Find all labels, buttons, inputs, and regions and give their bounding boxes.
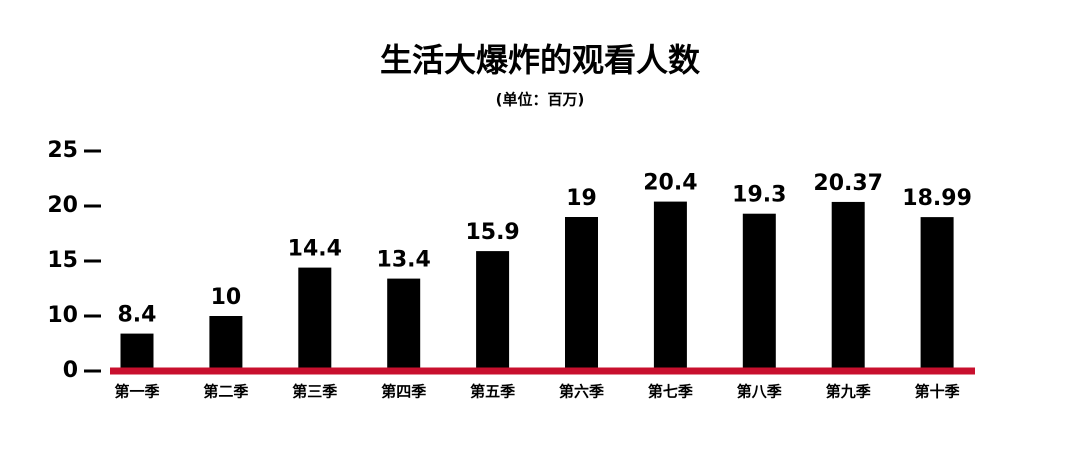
y-tick-label: 10: [47, 303, 78, 328]
x-tick-label: 第六季: [559, 383, 604, 401]
value-label: 18.99: [902, 186, 972, 211]
bar: [387, 278, 421, 371]
value-label: 19.3: [732, 183, 786, 208]
y-tick-label: 15: [47, 248, 78, 273]
bar: [120, 333, 154, 371]
value-label: 20.4: [643, 171, 697, 196]
x-tick-label: 第二季: [203, 383, 248, 401]
bar: [653, 201, 687, 371]
bar: [209, 316, 243, 371]
value-label: 10: [211, 285, 242, 310]
chart-title: 生活大爆炸的观看人数: [380, 41, 701, 79]
bar: [742, 213, 776, 371]
bar: [920, 217, 954, 371]
value-label: 14.4: [288, 237, 342, 262]
y-tick-label: 25: [47, 138, 78, 163]
x-tick-label: 第四季: [381, 383, 426, 401]
x-tick-label: 第七季: [648, 383, 693, 401]
value-label: 15.9: [465, 220, 519, 245]
x-tick-label: 第十季: [915, 383, 960, 401]
y-tick-label: 20: [47, 193, 78, 218]
value-label: 19: [566, 186, 597, 211]
bar: [476, 251, 510, 371]
bar: [298, 267, 332, 371]
bar: [565, 217, 598, 371]
bar: [831, 201, 865, 371]
value-label: 13.4: [377, 248, 431, 273]
x-tick-label: 第五季: [470, 383, 515, 401]
chart-subtitle: (单位：百万): [496, 91, 585, 109]
x-tick-label: 第三季: [292, 383, 337, 401]
x-tick-label: 第九季: [826, 383, 871, 401]
x-tick-label: 第一季: [114, 383, 159, 401]
value-label: 8.4: [118, 303, 157, 328]
x-tick-label: 第八季: [737, 383, 782, 401]
value-label: 20.37: [813, 171, 883, 196]
y-tick-label: 0: [63, 358, 78, 383]
